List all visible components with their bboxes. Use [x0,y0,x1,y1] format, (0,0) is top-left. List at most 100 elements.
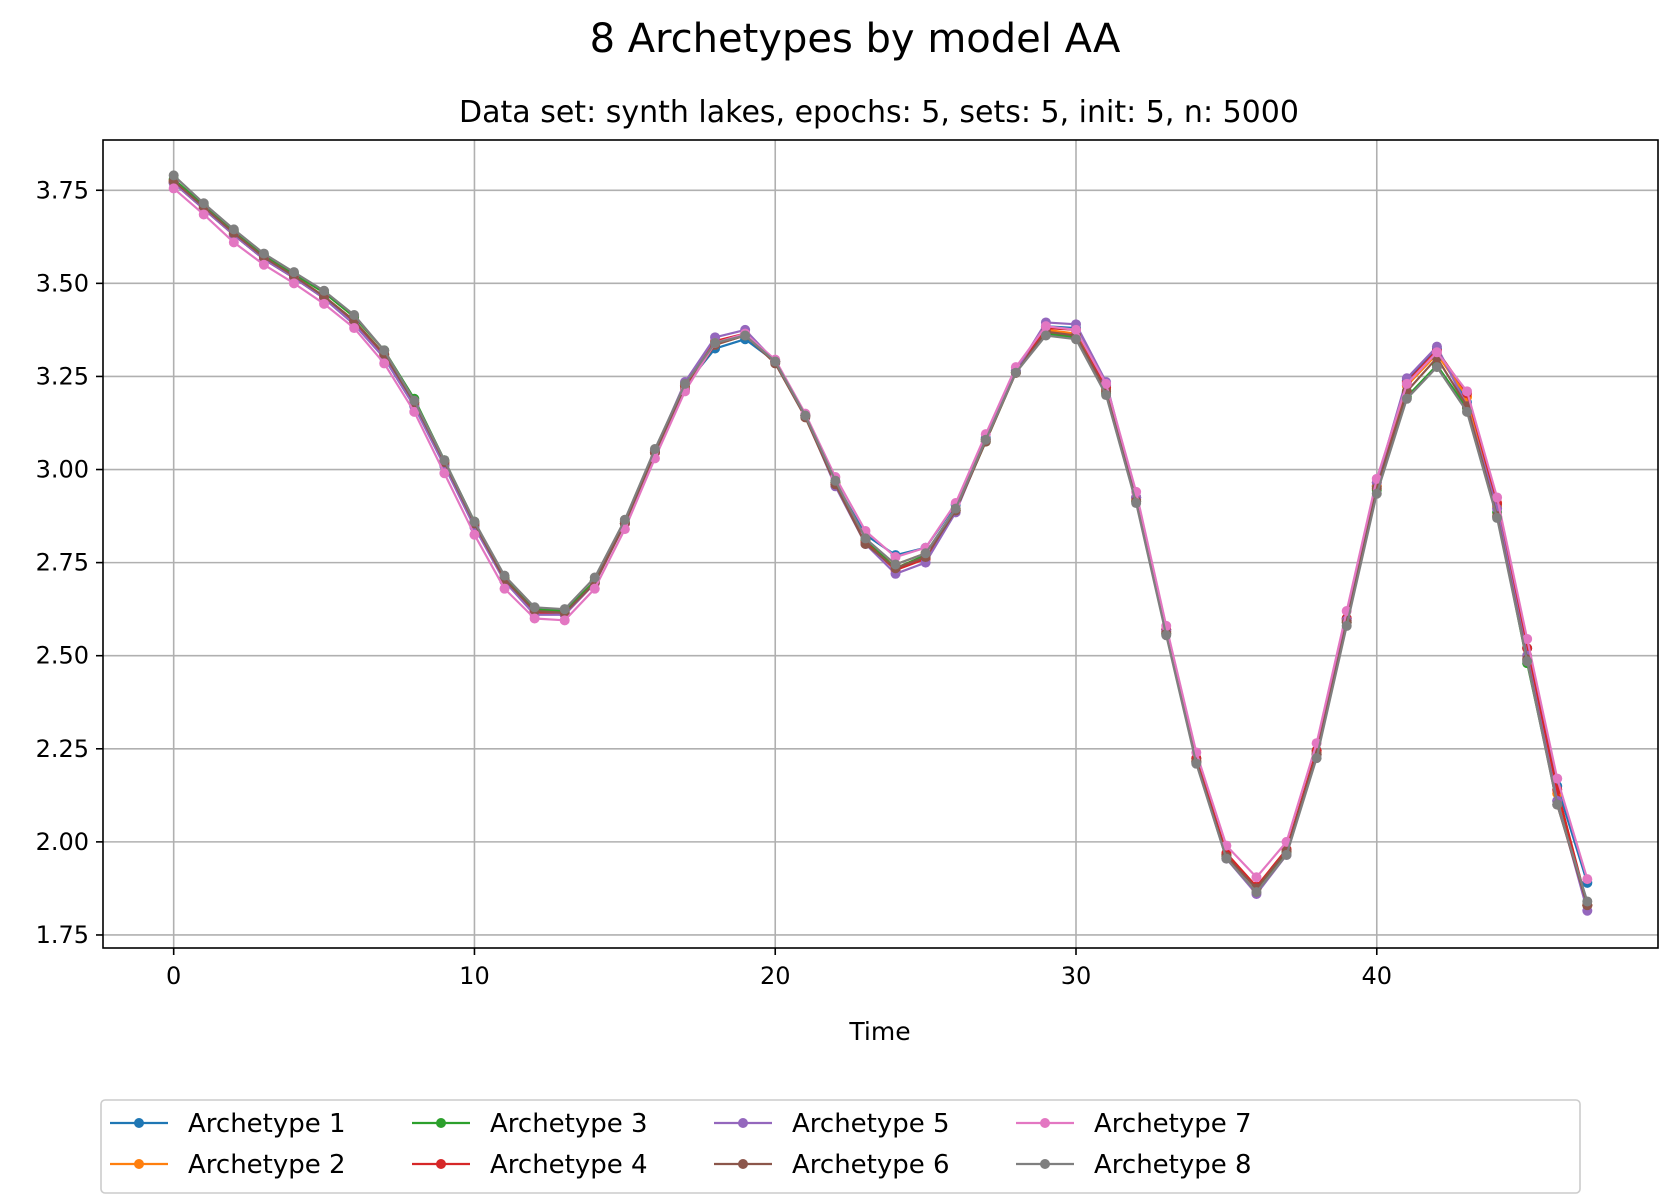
data-point [950,503,961,514]
data-point [409,395,420,406]
data-point [1010,367,1021,378]
data-point [319,285,330,296]
data-point [1071,324,1082,335]
legend-item: Archetype 2 [110,1150,346,1180]
series-8 [168,170,1593,907]
data-point [198,198,209,209]
data-point [349,323,360,334]
data-point [1462,386,1473,397]
legend-label: Archetype 3 [490,1109,648,1139]
legend-swatch-marker [1040,1118,1050,1128]
series-line [172,181,1589,912]
data-point [679,378,690,389]
legend-swatch-marker [1040,1159,1050,1169]
data-point [499,583,510,594]
data-point [890,552,901,563]
data-point [349,310,360,321]
data-point [1281,849,1292,860]
series-line [172,178,1589,906]
data-point [1311,753,1322,764]
data-point [1191,758,1202,769]
data-point [1221,853,1232,864]
data-point [529,602,540,613]
data-point [559,615,570,626]
data-point [649,444,660,455]
data-point [499,570,510,581]
data-point [1371,488,1382,499]
data-point [168,183,179,194]
legend-label: Archetype 5 [792,1109,950,1139]
data-point [469,529,480,540]
data-point [1371,473,1382,484]
data-point [319,298,330,309]
series-line [172,181,1589,890]
x-tick-label: 0 [166,962,181,990]
data-point [1431,362,1442,373]
data-point [1582,874,1593,885]
plot-frame [102,139,1659,949]
data-point [589,583,600,594]
data-point [1401,378,1412,389]
data-point [1582,896,1593,907]
data-point [168,170,179,181]
data-point [800,410,811,421]
data-point [559,604,570,615]
grid-lines [103,140,1658,948]
data-point [1131,498,1142,509]
y-tick-label: 2.75 [36,549,89,577]
data-point [228,224,239,235]
legend-item: Archetype 4 [412,1150,648,1180]
legend-label: Archetype 7 [1094,1109,1252,1139]
chart-subtitle: Data set: synth lakes, epochs: 5, sets: … [459,95,1299,130]
series-3 [168,174,1593,911]
legend-item: Archetype 3 [412,1109,648,1139]
legend-swatch-marker [134,1118,144,1128]
legend-item: Archetype 7 [1016,1109,1252,1139]
data-point [1492,512,1503,523]
legend-swatch-marker [134,1159,144,1169]
legend-label: Archetype 8 [1094,1150,1252,1180]
legend-item: Archetype 6 [714,1150,950,1180]
y-tick-label: 3.50 [36,269,89,297]
data-point [228,237,239,248]
legend-box [100,1099,1581,1194]
x-axis-label: Time [848,1017,910,1046]
data-point [198,209,209,220]
series-lines [168,170,1593,916]
data-point [770,356,781,367]
legend-label: Archetype 6 [792,1150,950,1180]
y-tick-label: 3.00 [36,456,89,484]
legend-swatch-marker [436,1118,446,1128]
legend-item: Archetype 1 [110,1109,346,1139]
data-point [258,248,269,259]
data-point [1401,393,1412,404]
y-tick-label: 2.25 [36,735,89,763]
y-tick-label: 1.75 [36,921,89,949]
data-point [890,559,901,570]
data-point [1341,620,1352,631]
legend-item: Archetype 5 [714,1109,950,1139]
y-tick-label: 2.50 [36,642,89,670]
data-point [1161,630,1172,641]
data-point [1101,378,1112,389]
legend-swatch-marker [738,1118,748,1128]
data-point [439,468,450,479]
legend-swatch-marker [436,1159,446,1169]
data-point [1431,347,1442,358]
series-7 [168,183,1593,885]
data-point [920,548,931,559]
data-point [1251,887,1262,898]
legend-label: Archetype 2 [188,1150,346,1180]
legend-label: Archetype 1 [188,1109,346,1139]
data-point [1071,334,1082,345]
data-point [980,434,991,445]
x-tick-label: 30 [1061,962,1092,990]
data-point [1552,773,1563,784]
legend-swatch-marker [738,1159,748,1169]
data-point [740,330,751,341]
series-1 [168,177,1593,894]
data-point [1552,799,1563,810]
data-point [529,613,540,624]
y-tick-label: 2.00 [36,828,89,856]
